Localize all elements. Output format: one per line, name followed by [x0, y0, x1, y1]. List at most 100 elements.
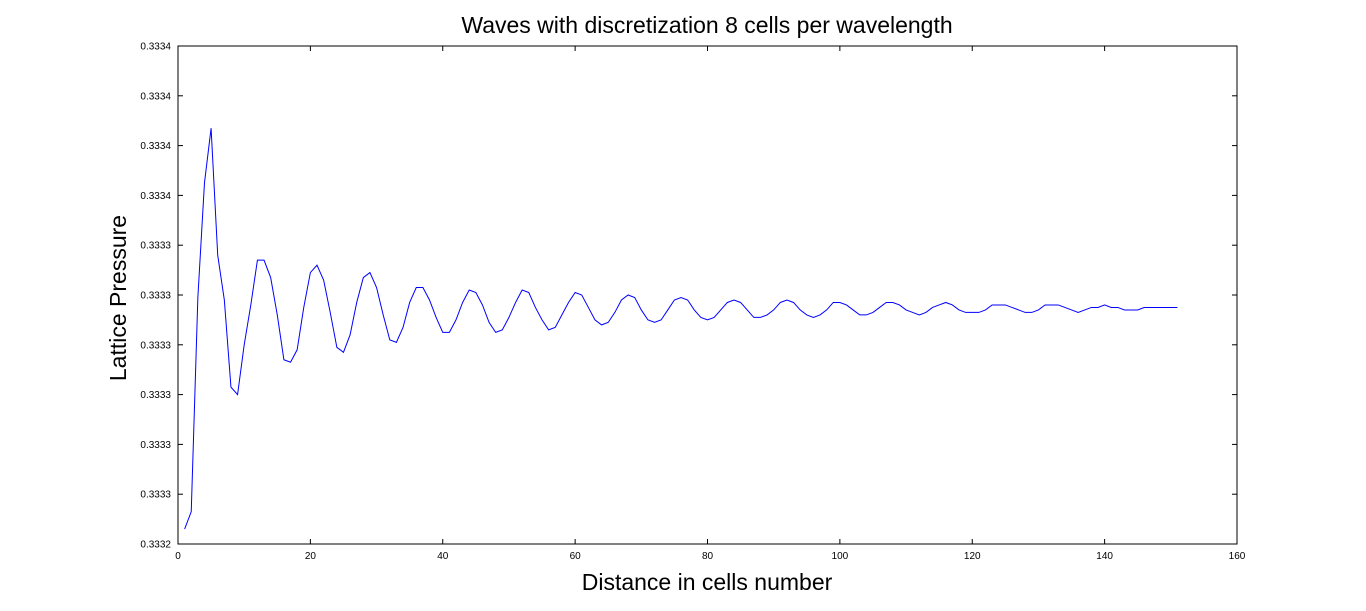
x-tick-label: 0	[175, 551, 181, 562]
data-point	[454, 318, 457, 321]
data-point	[203, 181, 206, 184]
x-axis-label: Distance in cells number	[582, 569, 833, 595]
data-point	[633, 296, 636, 299]
data-point	[752, 316, 755, 319]
data-point	[845, 303, 848, 306]
data-point	[461, 301, 464, 304]
data-point	[428, 298, 431, 301]
data-point	[1130, 308, 1133, 311]
y-axis-label: Lattice Pressure	[105, 215, 131, 381]
plot-frame	[177, 45, 1238, 545]
data-point	[574, 291, 577, 294]
data-point	[1004, 303, 1007, 306]
data-point	[825, 308, 828, 311]
data-point	[1077, 311, 1080, 314]
data-point	[1110, 306, 1113, 309]
data-point	[858, 313, 861, 316]
y-tick-label: 0.3334	[140, 91, 171, 102]
data-point	[732, 298, 735, 301]
data-point	[1017, 308, 1020, 311]
data-point	[1070, 308, 1073, 311]
data-point	[196, 296, 199, 299]
data-point	[415, 286, 418, 289]
data-point	[977, 311, 980, 314]
data-point	[1176, 306, 1179, 309]
data-point	[924, 311, 927, 314]
data-point	[865, 313, 868, 316]
data-point	[309, 271, 312, 274]
data-point	[329, 311, 332, 314]
data-point	[223, 298, 226, 301]
data-point	[488, 321, 491, 324]
data-point	[944, 301, 947, 304]
data-point	[448, 331, 451, 334]
data-point	[1057, 303, 1060, 306]
data-point	[527, 291, 530, 294]
data-point	[408, 301, 411, 304]
y-tick-label: 0.3333	[140, 340, 171, 351]
series-line	[184, 128, 1178, 530]
data-point	[554, 326, 557, 329]
data-point	[746, 308, 749, 311]
data-point	[1156, 306, 1159, 309]
y-tick-label: 0.3333	[140, 490, 171, 501]
data-point	[1044, 303, 1047, 306]
data-point	[541, 318, 544, 321]
x-tick-label: 60	[570, 551, 582, 562]
data-point	[1149, 306, 1152, 309]
data-point	[680, 296, 683, 299]
data-point	[402, 326, 405, 329]
data-point	[441, 331, 444, 334]
data-point	[1169, 306, 1172, 309]
x-tick-label: 80	[702, 551, 714, 562]
data-point	[1024, 311, 1027, 314]
data-point	[276, 313, 279, 316]
data-point	[600, 323, 603, 326]
data-point	[627, 294, 630, 297]
data-point	[1010, 306, 1013, 309]
data-point	[991, 303, 994, 306]
data-point	[1083, 308, 1086, 311]
data-point	[686, 298, 689, 301]
data-point	[819, 313, 822, 316]
data-point	[766, 313, 769, 316]
data-point	[435, 316, 438, 319]
data-point	[660, 318, 663, 321]
data-point	[375, 286, 378, 289]
data-point	[534, 306, 537, 309]
x-tick-label: 120	[964, 551, 981, 562]
data-point	[911, 311, 914, 314]
data-point	[1116, 306, 1119, 309]
data-point	[905, 308, 908, 311]
data-point	[799, 308, 802, 311]
data-point	[560, 313, 563, 316]
x-tick-label: 160	[1229, 551, 1246, 562]
data-point	[1050, 303, 1053, 306]
y-tick-label: 0.3334	[140, 42, 171, 53]
data-point	[388, 338, 391, 341]
data-point	[726, 301, 729, 304]
x-tick-label: 140	[1096, 551, 1113, 562]
data-point	[282, 358, 285, 361]
data-point	[1163, 306, 1166, 309]
data-point	[269, 276, 272, 279]
data-point	[699, 316, 702, 319]
data-point	[951, 303, 954, 306]
data-point	[315, 264, 318, 267]
data-point	[891, 301, 894, 304]
data-point	[832, 301, 835, 304]
data-point	[792, 301, 795, 304]
data-point	[984, 308, 987, 311]
data-point	[289, 361, 292, 364]
data-point	[567, 301, 570, 304]
data-point	[587, 306, 590, 309]
data-point	[772, 308, 775, 311]
data-point	[362, 276, 365, 279]
data-point	[382, 313, 385, 316]
data-point	[190, 510, 193, 513]
data-point	[1136, 308, 1139, 311]
data-point	[183, 528, 186, 531]
y-tick-label: 0.3333	[140, 390, 171, 401]
data-point	[355, 301, 358, 304]
data-point	[468, 289, 471, 292]
